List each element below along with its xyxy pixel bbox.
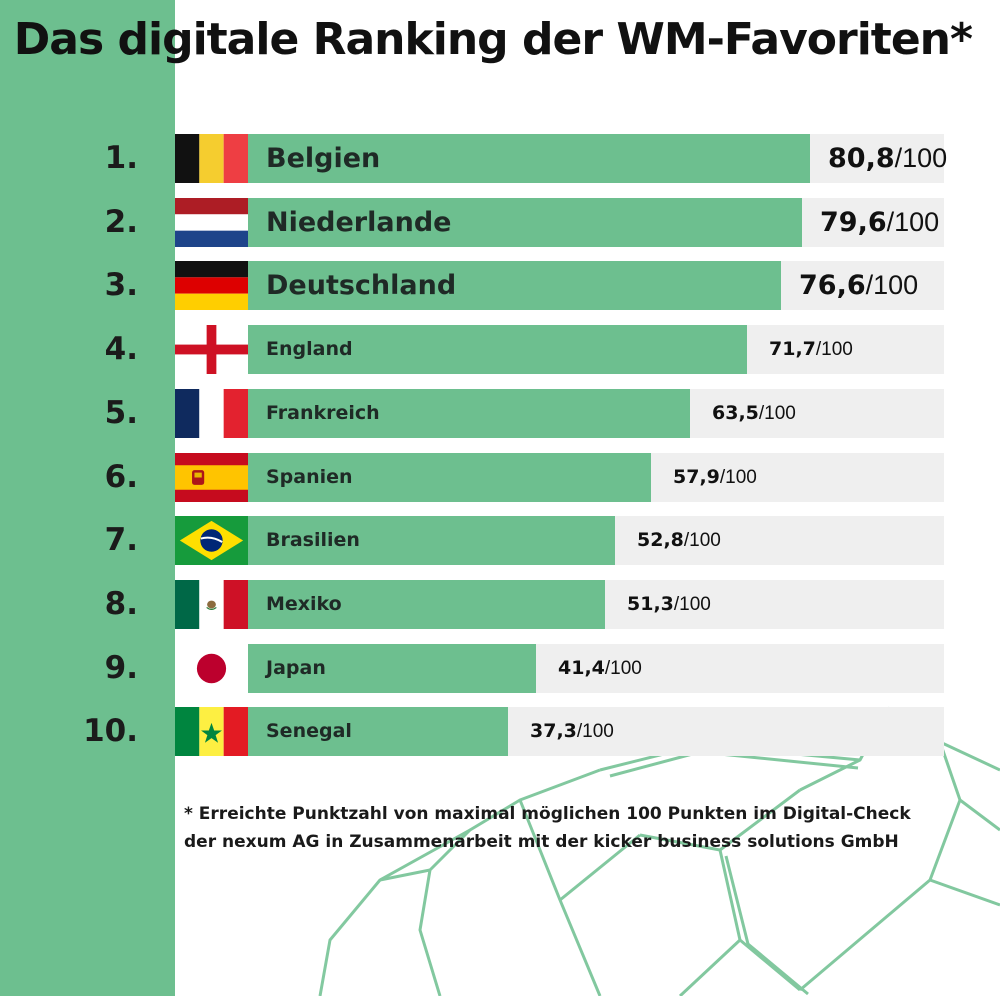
score-value: 79,6 <box>820 207 887 238</box>
netherlands-flag-icon <box>175 198 248 247</box>
rank-label: 8. <box>104 586 138 622</box>
country-label: Niederlande <box>266 207 452 238</box>
score-value: 80,8 <box>828 143 895 174</box>
score-max: /100 <box>673 594 711 615</box>
country-label: Deutschland <box>266 270 457 301</box>
rank-label: 2. <box>104 204 138 240</box>
country-label: Japan <box>266 657 326 679</box>
ranking-row-frankreich: 5. Frankreich 63,5/100 <box>0 389 1000 438</box>
country-label: Belgien <box>266 143 381 174</box>
score-value: 76,6 <box>799 270 866 301</box>
score-max: /100 <box>894 143 948 173</box>
score-label: 41,4/100 <box>558 644 642 693</box>
footnote: * Erreichte Punktzahl von maximal möglic… <box>184 800 984 856</box>
bar-japan <box>248 644 536 693</box>
senegal-flag-icon <box>175 707 248 756</box>
rank-label: 6. <box>104 459 138 495</box>
score-label: 52,8/100 <box>637 516 721 565</box>
score-max: /100 <box>576 721 614 742</box>
belgium-flag-icon <box>175 134 248 183</box>
score-max: /100 <box>719 467 757 488</box>
bar-spanien <box>248 453 651 502</box>
brazil-flag-icon <box>175 516 248 565</box>
rank-label: 1. <box>104 140 138 176</box>
score-max: /100 <box>604 658 642 679</box>
score-label: 37,3/100 <box>530 707 614 756</box>
bar-belgien <box>248 134 810 183</box>
footnote-line-2: der nexum AG in Zusammenarbeit mit der k… <box>184 832 899 852</box>
bar-senegal <box>248 707 508 756</box>
mexico-flag-icon <box>175 580 248 629</box>
score-value: 41,4 <box>558 657 605 679</box>
score-max: /100 <box>758 403 796 424</box>
bar-niederlande <box>248 198 802 247</box>
ranking-row-spanien: 6. Spanien 57,9/100 <box>0 453 1000 502</box>
country-label: Spanien <box>266 466 353 488</box>
ranking-row-england: 4. England 71,7/100 <box>0 325 1000 374</box>
ranking-row-deutschland: 3. Deutschland 76,6/100 <box>0 261 1000 310</box>
score-label: 79,6/100 <box>820 198 939 247</box>
country-label: Brasilien <box>266 529 360 551</box>
score-value: 37,3 <box>530 720 577 742</box>
rank-label: 5. <box>104 395 138 431</box>
ranking-row-mexiko: 8. Mexiko 51,3/100 <box>0 580 1000 629</box>
score-max: /100 <box>865 270 919 300</box>
france-flag-icon <box>175 389 248 438</box>
rank-label: 3. <box>104 267 138 303</box>
ranking-row-japan: 9. Japan 41,4/100 <box>0 644 1000 693</box>
bar-mexiko <box>248 580 605 629</box>
left-accent-band <box>0 0 175 996</box>
ranking-row-senegal: 10. Senegal 37,3/100 <box>0 707 1000 756</box>
bar-brasilien <box>248 516 615 565</box>
score-label: 76,6/100 <box>799 261 918 310</box>
england-flag-icon <box>175 325 248 374</box>
score-value: 63,5 <box>712 402 759 424</box>
page-title: Das digitale Ranking der WM-Favoriten* <box>13 14 973 65</box>
score-max: /100 <box>683 530 721 551</box>
bar-england <box>248 325 747 374</box>
score-label: 57,9/100 <box>673 453 757 502</box>
rank-label: 4. <box>104 331 138 367</box>
country-label: England <box>266 338 353 360</box>
ranking-row-belgien: 1. Belgien 80,8/100 <box>0 134 1000 183</box>
score-max: /100 <box>815 339 853 360</box>
bar-frankreich <box>248 389 690 438</box>
rank-label: 9. <box>104 650 138 686</box>
score-max: /100 <box>886 207 940 237</box>
germany-flag-icon <box>175 261 248 310</box>
score-value: 71,7 <box>769 338 816 360</box>
spain-flag-icon <box>175 453 248 502</box>
country-label: Mexiko <box>266 593 342 615</box>
rank-label: 10. <box>83 713 138 749</box>
score-value: 52,8 <box>637 529 684 551</box>
footnote-line-1: * Erreichte Punktzahl von maximal möglic… <box>184 804 911 824</box>
country-label: Senegal <box>266 720 352 742</box>
country-label: Frankreich <box>266 402 380 424</box>
score-label: 51,3/100 <box>627 580 711 629</box>
rank-label: 7. <box>104 522 138 558</box>
ranking-row-niederlande: 2. Niederlande 79,6/100 <box>0 198 1000 247</box>
bar-deutschland <box>248 261 781 310</box>
score-value: 57,9 <box>673 466 720 488</box>
ranking-row-brasilien: 7. Brasilien 52,8/100 <box>0 516 1000 565</box>
score-label: 63,5/100 <box>712 389 796 438</box>
japan-flag-icon <box>175 644 248 693</box>
score-label: 71,7/100 <box>769 325 853 374</box>
score-label: 80,8/100 <box>828 134 947 183</box>
score-value: 51,3 <box>627 593 674 615</box>
